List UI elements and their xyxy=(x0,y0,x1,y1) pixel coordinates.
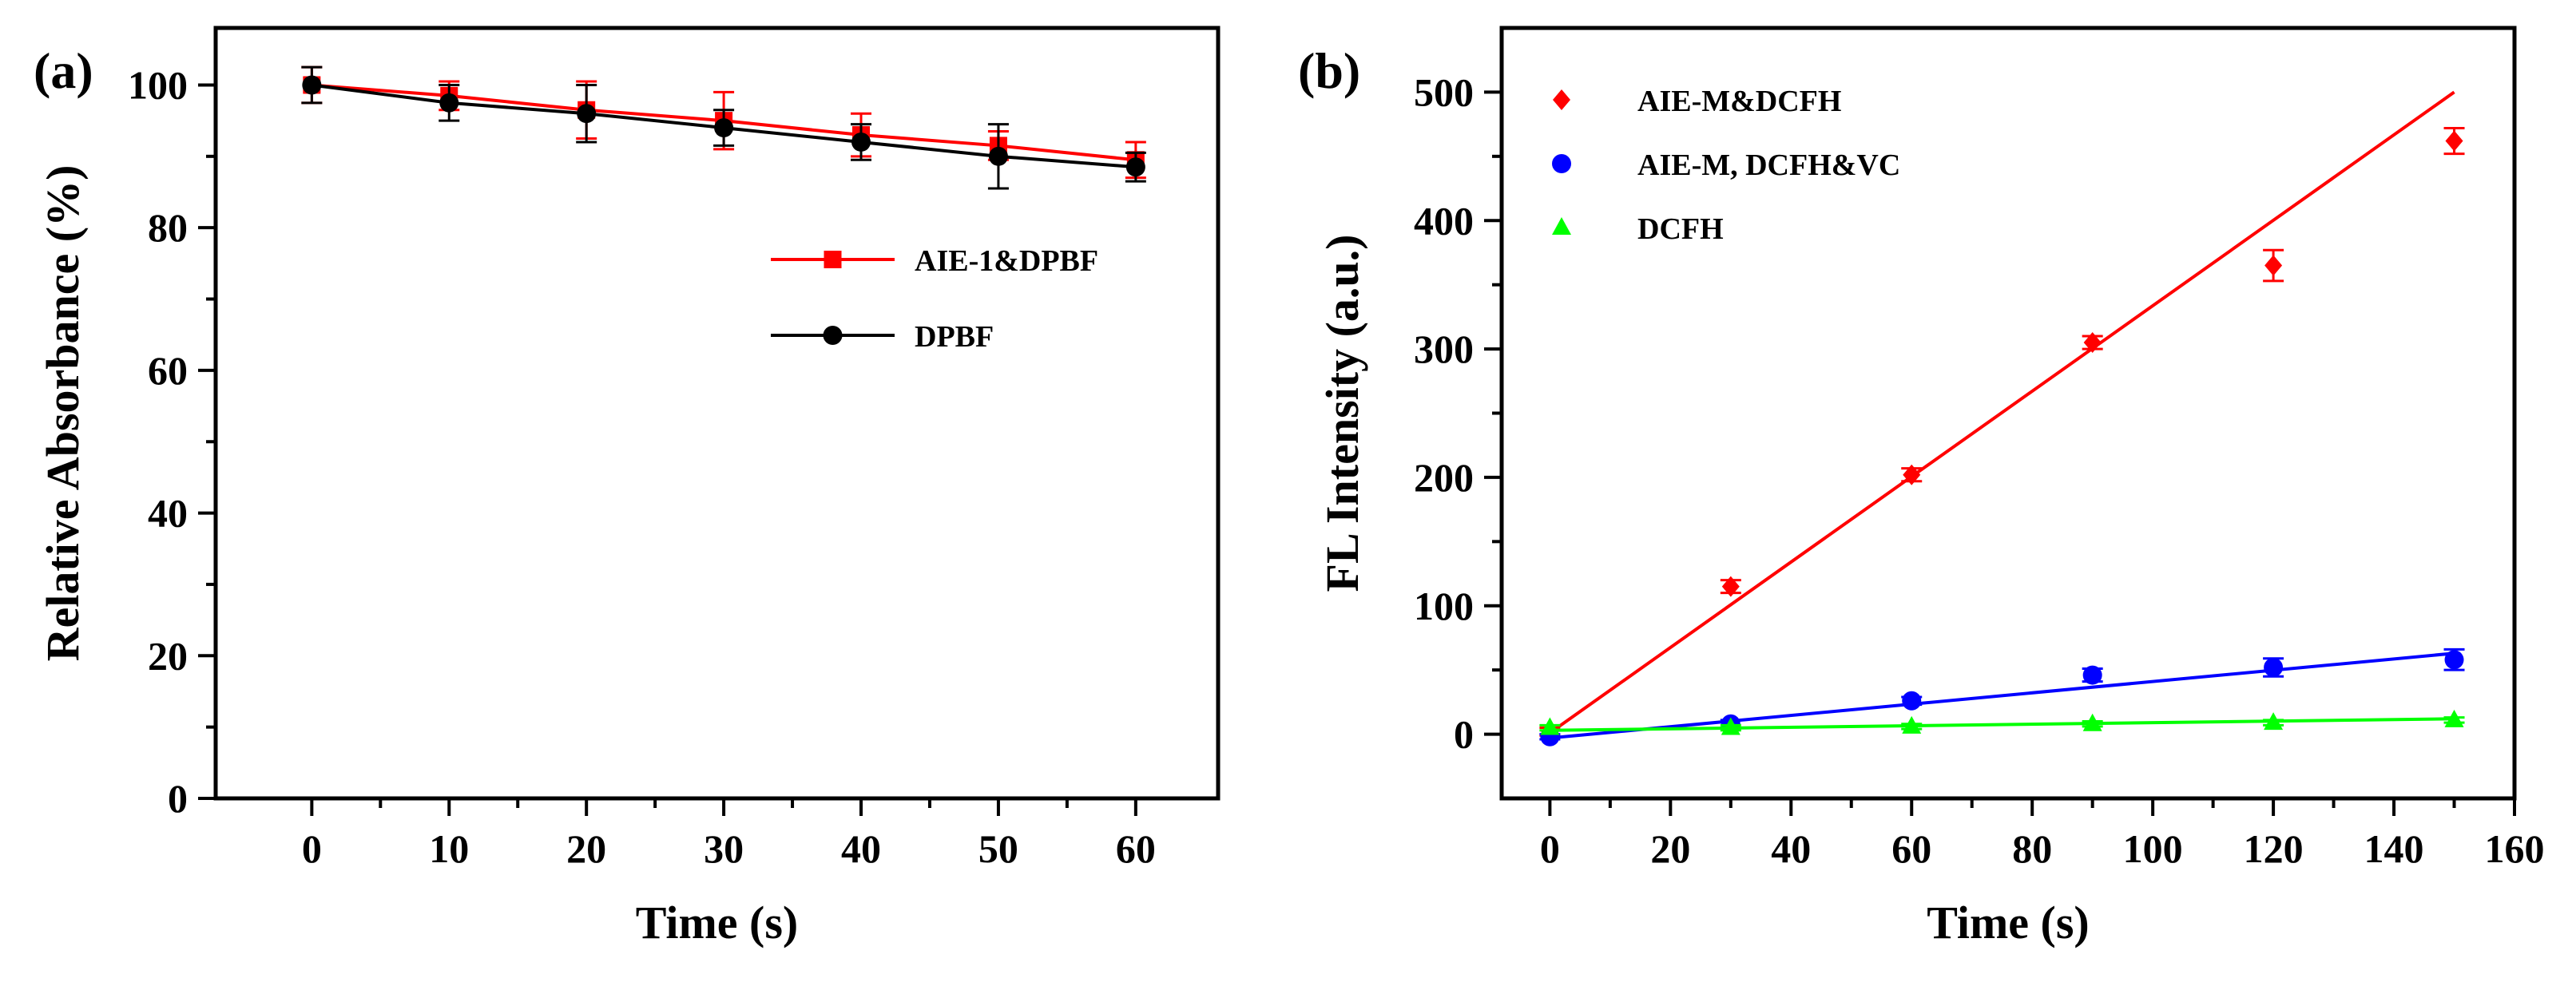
data-point-aie-m-dcfh xyxy=(2083,332,2102,354)
x-tick-label-a: 20 xyxy=(566,826,606,871)
x-tick-label-b: 140 xyxy=(2364,826,2424,871)
x-tick-label-a: 0 xyxy=(302,826,322,871)
legend-marker-aie-1-dpbf xyxy=(824,251,842,268)
data-point-aie-m-dcfh xyxy=(1721,576,1740,597)
y-tick-label-b: 500 xyxy=(1414,69,1474,114)
plot-frame-a xyxy=(213,26,1221,801)
data-point-dcfh xyxy=(2444,709,2464,727)
legend-label-aie-m-dcfh: AIE-M&DCFH xyxy=(1637,85,1841,118)
x-tick-label-b: 100 xyxy=(2123,826,2183,871)
data-point-dcfh xyxy=(1721,717,1740,735)
data-point-aie-m-dcfh xyxy=(2445,130,2463,152)
legend-marker-dcfh xyxy=(1552,217,1571,235)
y-tick-label-a: 20 xyxy=(148,633,188,678)
data-point-aie-m-dcfh-vc xyxy=(2082,665,2102,685)
x-tick-label-b: 40 xyxy=(1771,826,1811,871)
y-axis-title-a: Relative Absorbance (%) xyxy=(37,165,89,662)
data-point-aie-m-dcfh xyxy=(2264,255,2283,276)
x-axis-title-b: Time (s) xyxy=(1927,897,2090,948)
legend-label-aie-1-dpbf: AIE-1&DPBF xyxy=(915,244,1098,278)
data-point-aie-m-dcfh-vc xyxy=(2444,650,2464,670)
data-point-dcfh xyxy=(2082,713,2102,731)
chart-b: 0 20 40 60 80 100 120 140 160 0 100 200 300 400 500 Tim… xyxy=(1316,26,2545,948)
legend-marker-aie-m-dcfh xyxy=(1553,89,1570,110)
data-point-dpbf xyxy=(302,75,322,95)
data-point-dpbf xyxy=(714,118,734,138)
legend-label-dcfh: DCFH xyxy=(1637,212,1724,246)
y-tick-label-b: 0 xyxy=(1454,712,1474,757)
data-point-aie-m-dcfh-vc xyxy=(2264,657,2284,677)
data-point-dpbf xyxy=(988,146,1008,166)
y-axis-title-b: FL Intensity (a.u.) xyxy=(1316,235,1368,592)
legend-marker-dpbf xyxy=(823,326,843,345)
x-tick-label-a: 30 xyxy=(704,826,744,871)
data-point-dcfh xyxy=(2264,712,2284,731)
plot-frame-b xyxy=(1499,26,2517,801)
y-tick-label-b: 200 xyxy=(1414,455,1474,500)
x-tick-label-b: 20 xyxy=(1650,826,1690,871)
fit-line-aie-m-dcfh-vc xyxy=(1550,651,2455,740)
legend-marker-aie-m-dcfh-vc xyxy=(1552,154,1571,173)
data-point-dpbf xyxy=(851,132,871,152)
x-tick-label-b: 80 xyxy=(2012,826,2052,871)
panel-a-label: (a) xyxy=(34,42,93,99)
y-tick-label-b: 400 xyxy=(1414,198,1474,243)
y-tick-label-a: 40 xyxy=(148,491,188,536)
x-tick-label-a: 10 xyxy=(429,826,469,871)
x-tick-label-a: 40 xyxy=(841,826,881,871)
data-point-dpbf xyxy=(1125,157,1145,177)
legend-label-aie-m-dcfh-vc: AIE-M, DCFH&VC xyxy=(1637,148,1900,182)
fit-line-aie-m-dcfh xyxy=(1549,90,2455,735)
legend-label-dpbf: DPBF xyxy=(915,320,994,354)
y-tick-label-a: 100 xyxy=(128,62,188,107)
y-tick-label-b: 100 xyxy=(1414,584,1474,628)
data-point-dpbf xyxy=(439,93,459,113)
y-tick-label-a: 80 xyxy=(148,205,188,250)
y-tick-label-a: 60 xyxy=(148,348,188,393)
x-tick-label-b: 120 xyxy=(2244,826,2304,871)
chart-a: 0 10 20 30 40 50 60 0 20 40 60 80 100 Time (s) Relativ… xyxy=(37,26,1221,948)
fit-line-dcfh xyxy=(1550,717,2455,732)
x-tick-label-b: 160 xyxy=(2485,826,2545,871)
y-tick-label-a: 0 xyxy=(168,776,188,821)
data-point-dcfh xyxy=(1902,715,1922,734)
data-point-aie-m-dcfh xyxy=(1903,464,1921,485)
x-tick-label-b: 60 xyxy=(1891,826,1931,871)
y-tick-label-b: 300 xyxy=(1414,327,1474,371)
x-tick-label-a: 50 xyxy=(978,826,1018,871)
panel-b-label: (b) xyxy=(1298,42,1360,99)
data-point-aie-m-dcfh-vc xyxy=(1902,691,1922,711)
x-tick-label-b: 0 xyxy=(1540,826,1560,871)
data-point-dcfh xyxy=(1540,717,1560,735)
x-axis-title-a: Time (s) xyxy=(636,897,799,948)
x-tick-label-a: 60 xyxy=(1116,826,1156,871)
data-point-dpbf xyxy=(577,104,597,124)
